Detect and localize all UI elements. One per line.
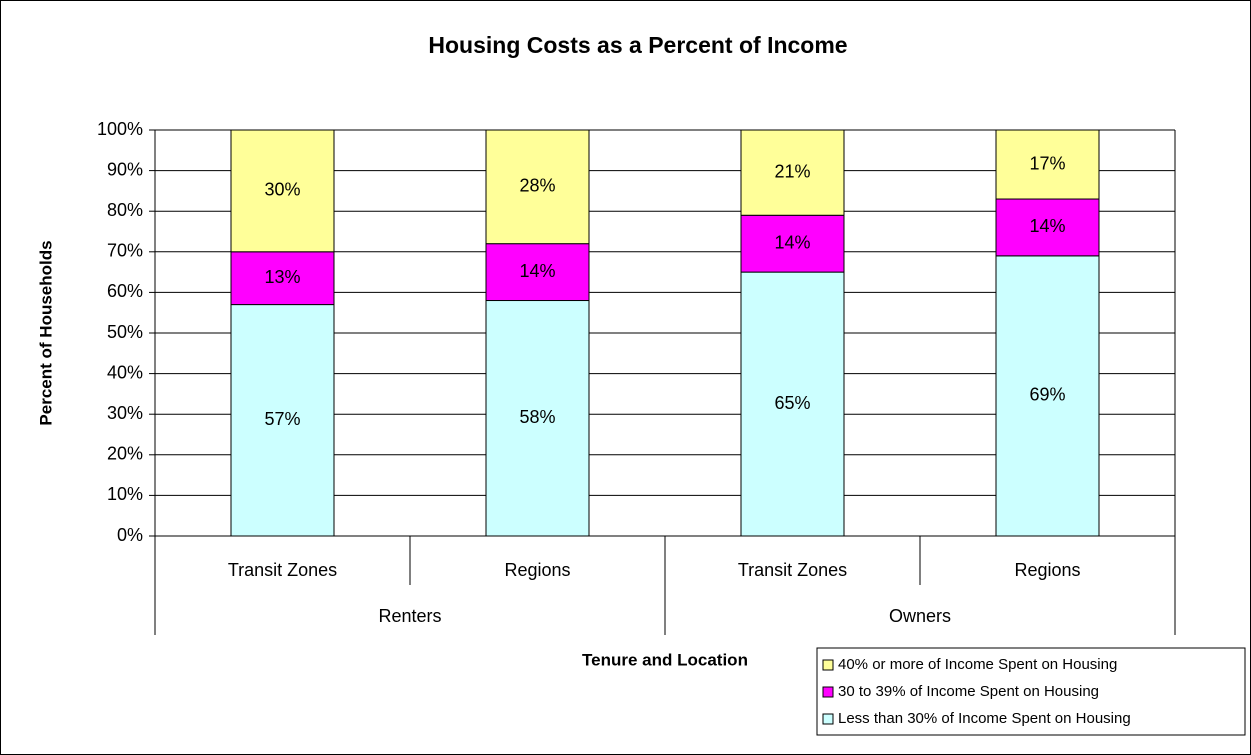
- x-tick-label: Transit Zones: [738, 560, 847, 580]
- bar-segment: [230, 304, 335, 537]
- y-tick-label: 80%: [107, 200, 143, 220]
- data-label: 65%: [774, 393, 810, 413]
- bar-segment: [740, 129, 845, 216]
- data-label: 14%: [1029, 216, 1065, 236]
- chart-title: Housing Costs as a Percent of Income: [428, 32, 847, 58]
- legend-label: 30 to 39% of Income Spent on Housing: [838, 683, 1099, 700]
- data-label: 17%: [1029, 153, 1065, 173]
- legend-swatch: [822, 713, 834, 725]
- data-label: 58%: [519, 407, 555, 427]
- data-label: 28%: [519, 176, 555, 196]
- data-label: 14%: [519, 261, 555, 281]
- bar-segment: [740, 271, 845, 537]
- y-tick-label: 10%: [107, 484, 143, 504]
- x-tick-label: Transit Zones: [228, 560, 337, 580]
- legend-swatch: [822, 686, 834, 698]
- bar-segment: [485, 300, 590, 537]
- y-tick-label: 50%: [107, 322, 143, 342]
- legend-label: Less than 30% of Income Spent on Housing: [838, 710, 1131, 727]
- x-tick-label: Regions: [504, 560, 570, 580]
- y-tick-label: 70%: [107, 241, 143, 261]
- bar-segment: [485, 129, 590, 245]
- y-tick-label: 40%: [107, 362, 143, 382]
- bar-segment: [995, 129, 1100, 200]
- y-tick-label: 90%: [107, 159, 143, 179]
- x-axis-title: Tenure and Location: [582, 650, 748, 669]
- group-label: Owners: [889, 606, 951, 626]
- legend-box: [816, 647, 1246, 736]
- bar-segment: [230, 129, 335, 253]
- x-tick-label: Regions: [1014, 560, 1080, 580]
- group-label: Renters: [378, 606, 441, 626]
- data-label: 57%: [264, 409, 300, 429]
- bar-segment: [230, 251, 335, 306]
- y-tick-label: 100%: [97, 119, 143, 139]
- data-label: 13%: [264, 267, 300, 287]
- bar-segment: [995, 255, 1100, 537]
- bar-segment: [740, 214, 845, 273]
- y-tick-label: 30%: [107, 403, 143, 423]
- data-label: 14%: [774, 232, 810, 252]
- legend-label: 40% or more of Income Spent on Housing: [838, 656, 1117, 673]
- y-tick-label: 20%: [107, 444, 143, 464]
- data-label: 69%: [1029, 385, 1065, 405]
- bar-segment: [995, 198, 1100, 257]
- legend-swatch: [822, 659, 834, 671]
- y-axis-title: Percent of Households: [36, 240, 55, 425]
- y-tick-label: 60%: [107, 281, 143, 301]
- data-label: 21%: [774, 161, 810, 181]
- y-tick-label: 0%: [117, 525, 143, 545]
- bar-segment: [485, 243, 590, 302]
- data-label: 30%: [264, 180, 300, 200]
